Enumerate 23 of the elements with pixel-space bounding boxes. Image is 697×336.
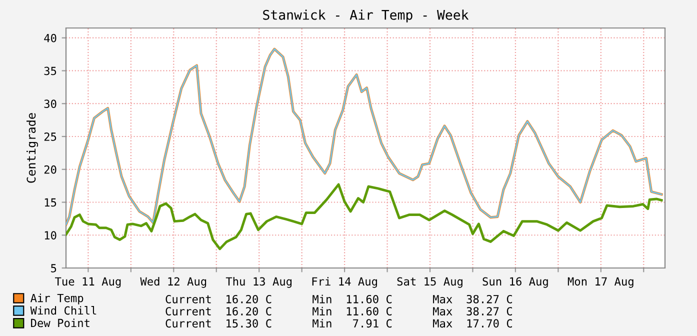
legend-label: Dew Point bbox=[31, 318, 90, 328]
x-tick-label: Fri 14 Aug bbox=[312, 277, 377, 288]
y-tick-label: 35 bbox=[44, 66, 56, 76]
legend-label: Wind Chill bbox=[30, 306, 96, 315]
text: Current 16.20 C Min 11.60 C Max 38.27 C bbox=[166, 306, 512, 316]
y-tick-label: 40 bbox=[44, 34, 56, 42]
x-tick-label: Tue 11 Aug bbox=[55, 277, 121, 288]
legend-label: Air Temp bbox=[30, 294, 84, 304]
y-tick-label: 20 bbox=[44, 165, 56, 174]
x-tick-label: Mon 17 Aug bbox=[568, 277, 634, 288]
x-tick-label: Wed 12 Aug bbox=[140, 277, 206, 288]
y-tick-label: 30 bbox=[44, 100, 56, 108]
y-tick-label: 5 bbox=[51, 264, 56, 272]
text: Current 16.20 C Min 11.60 C Max 38.27 C bbox=[166, 294, 512, 304]
x-tick-label: Sat 15 Aug bbox=[397, 277, 462, 288]
y-axis-title: Centigrade bbox=[26, 113, 38, 183]
x-tick-label: Sun 16 Aug bbox=[482, 277, 548, 288]
y-tick-label: 10 bbox=[44, 231, 56, 240]
x-tick-label: Thu 13 Aug bbox=[226, 277, 292, 288]
text: Current 15.30 C Min 7.91 C Max 17.70 C bbox=[166, 318, 512, 328]
y-tick-label: 15 bbox=[44, 198, 56, 207]
chart-title: Stanwick - Air Temp - Week bbox=[263, 10, 469, 22]
y-tick-label: 25 bbox=[44, 132, 56, 141]
